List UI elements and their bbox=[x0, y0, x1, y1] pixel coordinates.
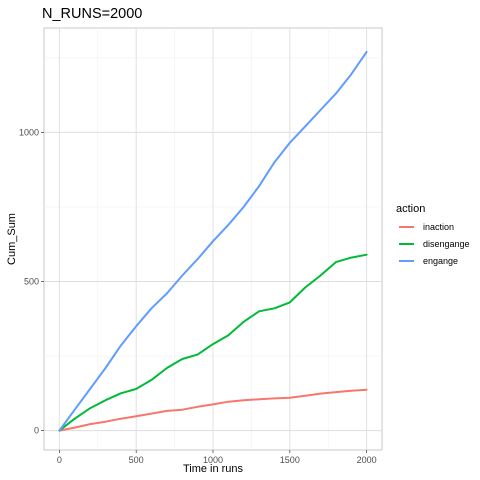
legend-label-engange: engange bbox=[423, 256, 458, 266]
x-axis-title: Time in runs bbox=[183, 463, 244, 475]
y-tick-label: 500 bbox=[24, 276, 39, 286]
legend-label-disengange: disengange bbox=[423, 239, 470, 249]
y-tick-label: 0 bbox=[34, 426, 39, 436]
x-tick-label: 0 bbox=[57, 455, 62, 465]
series-line-inaction bbox=[58, 388, 368, 432]
x-tick-label: 2000 bbox=[357, 455, 377, 465]
legend-items: inaction disengange engange bbox=[399, 222, 470, 266]
legend: action inaction disengange engange bbox=[396, 203, 470, 266]
chart-title: N_RUNS=2000 bbox=[42, 6, 142, 22]
series-line-disengange bbox=[58, 253, 368, 432]
x-tick-label: 500 bbox=[129, 455, 144, 465]
y-tick-label: 1000 bbox=[19, 127, 39, 137]
legend-label-inaction: inaction bbox=[423, 222, 454, 232]
series-layer bbox=[58, 50, 368, 432]
y-axis-title: Cum_Sum bbox=[6, 213, 18, 265]
legend-title: action bbox=[396, 203, 425, 215]
axis-layer: 0 500 1000 1500 2000 0 500 1000 bbox=[19, 127, 377, 465]
x-tick-label: 1500 bbox=[280, 455, 300, 465]
series-line-engange bbox=[58, 50, 368, 432]
x-tick-label: 1000 bbox=[203, 455, 223, 465]
